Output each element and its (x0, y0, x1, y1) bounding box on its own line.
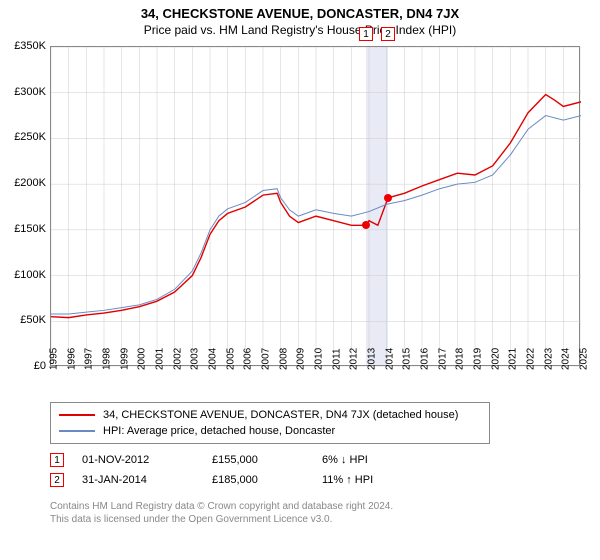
price-chart: 12 (50, 46, 580, 366)
x-axis-label: 2017 (437, 348, 448, 370)
sale-date: 01-NOV-2012 (82, 454, 212, 466)
sale-dot (362, 221, 370, 229)
legend-swatch (59, 430, 95, 432)
legend: 34, CHECKSTONE AVENUE, DONCASTER, DN4 7J… (50, 402, 490, 444)
x-axis-label: 1997 (84, 348, 95, 370)
x-axis-label: 1999 (119, 348, 130, 370)
x-axis-label: 2018 (455, 348, 466, 370)
x-axis-label: 2011 (331, 348, 342, 370)
sale-marker: 2 (381, 27, 395, 41)
x-axis-label: 2025 (579, 348, 590, 370)
x-axis-label: 2007 (261, 348, 272, 370)
y-axis-label: £300K (14, 86, 46, 98)
x-axis-label: 2003 (190, 348, 201, 370)
x-axis-label: 2010 (314, 348, 325, 370)
y-axis-label: £200K (14, 177, 46, 189)
x-axis-label: 2013 (367, 348, 378, 370)
sale-marker: 1 (359, 27, 373, 41)
y-axis-label: £100K (14, 269, 46, 281)
x-axis-label: 2023 (543, 348, 554, 370)
sale-price: £185,000 (212, 474, 322, 486)
y-axis-label: £50K (20, 314, 46, 326)
sale-pct: 6% ↓ HPI (322, 454, 442, 466)
x-axis-label: 2001 (155, 348, 166, 370)
sale-marker-box: 1 (50, 453, 64, 467)
y-axis-label: £0 (34, 360, 46, 372)
x-axis-label: 2020 (490, 348, 501, 370)
x-axis-label: 2012 (349, 348, 360, 370)
page-title: 34, CHECKSTONE AVENUE, DONCASTER, DN4 7J… (0, 0, 600, 21)
sales-row: 2 31-JAN-2014£185,00011% ↑ HPI (50, 470, 442, 490)
legend-label: 34, CHECKSTONE AVENUE, DONCASTER, DN4 7J… (103, 409, 458, 421)
x-axis-label: 2002 (172, 348, 183, 370)
sales-table: 1 01-NOV-2012£155,0006% ↓ HPI 2 31-JAN-2014… (50, 450, 442, 490)
x-axis-label: 2008 (278, 348, 289, 370)
y-axis-label: £150K (14, 223, 46, 235)
x-axis-label: 2016 (420, 348, 431, 370)
legend-row: 34, CHECKSTONE AVENUE, DONCASTER, DN4 7J… (59, 407, 481, 423)
sales-row: 1 01-NOV-2012£155,0006% ↓ HPI (50, 450, 442, 470)
page-subtitle: Price paid vs. HM Land Registry's House … (0, 21, 600, 43)
x-axis-label: 2006 (243, 348, 254, 370)
sale-dot (384, 194, 392, 202)
chart-svg (51, 47, 581, 367)
x-axis-label: 2022 (526, 348, 537, 370)
legend-swatch (59, 414, 95, 416)
sale-date: 31-JAN-2014 (82, 474, 212, 486)
x-axis-label: 1996 (66, 348, 77, 370)
x-axis-label: 2004 (208, 348, 219, 370)
sale-price: £155,000 (212, 454, 322, 466)
x-axis-label: 2005 (225, 348, 236, 370)
footer-line-2: This data is licensed under the Open Gov… (50, 513, 393, 526)
x-axis-label: 1998 (102, 348, 113, 370)
x-axis-label: 2019 (473, 348, 484, 370)
y-axis-label: £250K (14, 131, 46, 143)
x-axis-label: 2000 (137, 348, 148, 370)
sale-pct: 11% ↑ HPI (322, 474, 442, 486)
x-axis-label: 2009 (296, 348, 307, 370)
footer: Contains HM Land Registry data © Crown c… (50, 500, 393, 526)
x-axis-label: 2024 (561, 348, 572, 370)
sale-marker-box: 2 (50, 473, 64, 487)
x-axis-label: 2014 (384, 348, 395, 370)
legend-label: HPI: Average price, detached house, Donc… (103, 425, 335, 437)
x-axis-label: 2015 (402, 348, 413, 370)
x-axis-label: 2021 (508, 348, 519, 370)
y-axis-label: £350K (14, 40, 46, 52)
legend-row: HPI: Average price, detached house, Donc… (59, 423, 481, 439)
x-axis-label: 1995 (49, 348, 60, 370)
footer-line-1: Contains HM Land Registry data © Crown c… (50, 500, 393, 513)
